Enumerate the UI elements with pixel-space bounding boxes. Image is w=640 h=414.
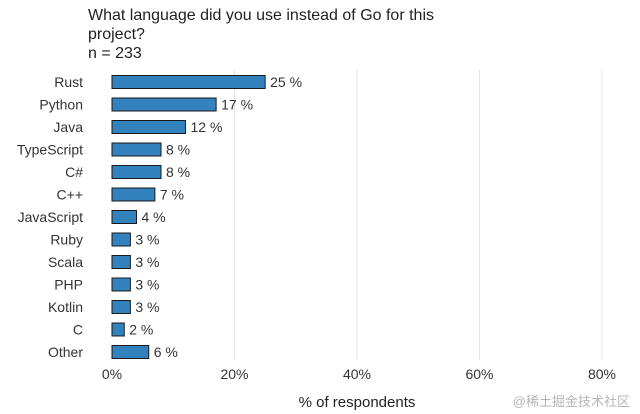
watermark: @稀土掘金技术社区 <box>512 394 630 409</box>
data-label: 3 % <box>135 232 159 248</box>
bar <box>111 210 137 224</box>
data-label: 17 % <box>221 97 253 113</box>
x-tick-label: 20% <box>220 366 248 382</box>
bar <box>111 187 156 202</box>
data-label: 3 % <box>135 277 159 293</box>
category-label: C <box>73 322 83 338</box>
bar <box>111 75 266 89</box>
category-label: Python <box>39 97 83 113</box>
category-label: JavaScript <box>18 209 83 225</box>
category-label: Java <box>53 119 83 135</box>
x-tick-label: 0% <box>102 366 122 382</box>
chart-title-block: What language did you use instead of Go … <box>88 6 468 63</box>
bar <box>111 165 162 179</box>
bar <box>111 322 125 337</box>
x-tick-label: 60% <box>465 366 493 382</box>
x-tick-label: 80% <box>588 366 616 382</box>
data-label: 8 % <box>166 164 190 180</box>
bar <box>111 345 150 359</box>
x-tick-label: 40% <box>343 366 371 382</box>
chart-subtitle: n = 233 <box>88 45 142 62</box>
data-label: 12 % <box>191 119 223 135</box>
data-label: 3 % <box>135 299 159 315</box>
data-label: 4 % <box>142 209 166 225</box>
data-label: 3 % <box>135 254 159 270</box>
chart-title: What language did you use instead of Go … <box>88 7 434 43</box>
category-label: C# <box>65 164 83 180</box>
data-label: 25 % <box>270 74 302 90</box>
category-label: TypeScript <box>17 142 83 158</box>
bar <box>111 120 186 134</box>
x-axis-title: % of respondents <box>299 394 416 411</box>
bar <box>111 232 131 247</box>
data-label: 6 % <box>154 344 178 360</box>
bar <box>111 255 131 269</box>
category-label: Ruby <box>50 232 83 248</box>
data-label: 8 % <box>166 142 190 158</box>
bar <box>111 142 162 157</box>
data-label: 7 % <box>160 187 184 203</box>
category-label: Scala <box>48 254 83 270</box>
category-label: Kotlin <box>48 299 83 315</box>
bar <box>111 277 131 292</box>
category-label: Other <box>48 344 83 360</box>
data-label: 2 % <box>129 322 153 338</box>
category-label: Rust <box>54 74 83 90</box>
bar <box>111 300 131 314</box>
category-label: PHP <box>54 277 83 293</box>
bar <box>111 97 217 112</box>
category-label: C++ <box>57 187 83 203</box>
